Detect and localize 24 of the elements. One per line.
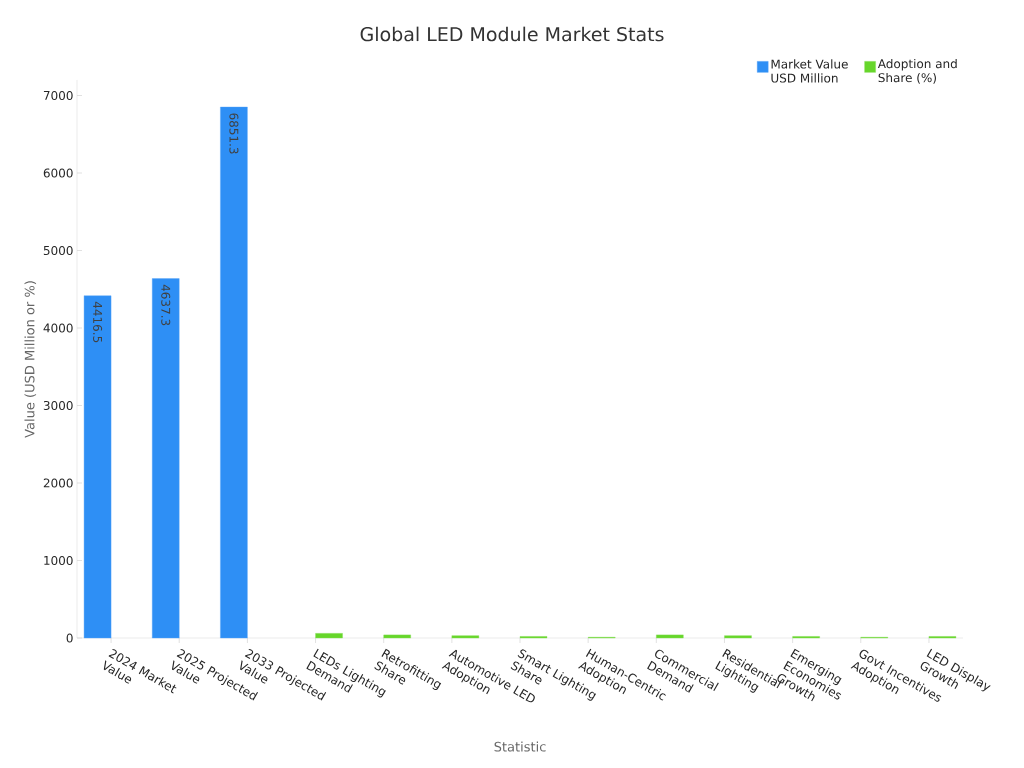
y-tick-label: 6000 bbox=[43, 168, 73, 178]
bar bbox=[83, 295, 112, 639]
data-label: 4637.3 bbox=[161, 284, 171, 326]
y-axis-title: Value (USD Million or %) bbox=[24, 281, 37, 438]
y-tick-label: 4000 bbox=[43, 323, 73, 333]
bar bbox=[656, 634, 684, 639]
bar bbox=[451, 635, 480, 639]
y-tick-label: 2000 bbox=[43, 478, 73, 488]
bar bbox=[315, 633, 343, 639]
y-tick-label: 3000 bbox=[43, 400, 73, 411]
chart-title: Global LED Module Market Stats bbox=[360, 26, 664, 42]
data-label: 4416.5 bbox=[93, 301, 103, 343]
y-tick-label: 5000 bbox=[43, 245, 73, 256]
legend-label: Adoption and Share (%) bbox=[877, 58, 957, 84]
legend-label: Market Value USD Million bbox=[771, 59, 848, 83]
y-tick-label: 0 bbox=[66, 633, 73, 643]
bar bbox=[724, 635, 752, 639]
data-label: 6851.3 bbox=[229, 113, 239, 154]
x-axis-title: Statistic bbox=[494, 741, 546, 752]
bar bbox=[383, 634, 411, 639]
bar bbox=[220, 106, 248, 639]
y-tick-label: 1000 bbox=[44, 555, 73, 566]
bar bbox=[152, 278, 180, 639]
y-tick-label: 7000 bbox=[43, 90, 73, 101]
